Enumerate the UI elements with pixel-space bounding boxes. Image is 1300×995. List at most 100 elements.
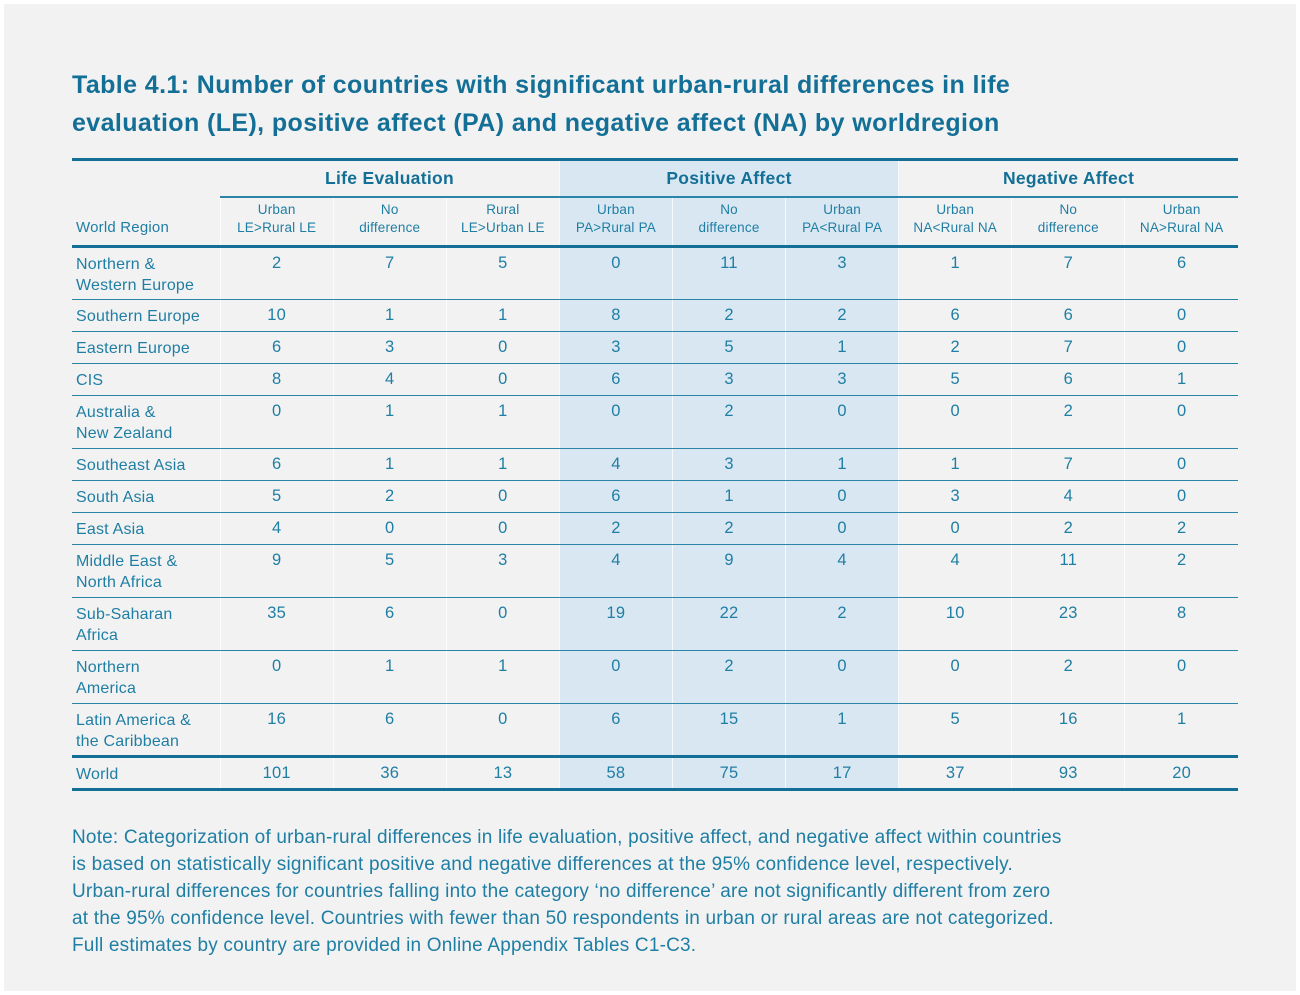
table-4-1: Life Evaluation Positive Affect Negative… bbox=[72, 158, 1238, 791]
value-cell: 5 bbox=[332, 544, 447, 598]
value-cell: 6 bbox=[332, 703, 447, 757]
value-cell: 6 bbox=[1011, 299, 1125, 332]
table-row: Latin America & the Caribbean 16 6 0 6 1… bbox=[72, 703, 1238, 757]
value-cell: 1 bbox=[445, 299, 560, 332]
value-cell: 0 bbox=[445, 512, 560, 545]
value-cell: 6 bbox=[219, 331, 334, 364]
value-cell: 7 bbox=[1011, 331, 1125, 364]
value-cell: 3 bbox=[785, 363, 899, 396]
table-note: Note: Categorization of urban-rural diff… bbox=[72, 827, 1062, 956]
value-cell: 37 bbox=[898, 755, 1012, 791]
value-cell: 3 bbox=[898, 480, 1012, 513]
value-cell: 6 bbox=[558, 363, 673, 396]
value-cell: 2 bbox=[1011, 395, 1125, 449]
group-header-negative-affect: Negative Affect bbox=[898, 158, 1238, 198]
value-cell: 0 bbox=[332, 512, 447, 545]
region-cell: Northern & Western Europe bbox=[72, 246, 221, 300]
value-cell: 1 bbox=[332, 299, 447, 332]
region-cell: Northern America bbox=[72, 650, 221, 704]
value-cell: 3 bbox=[785, 246, 899, 300]
table-row: CIS 8 4 0 6 3 3 5 6 1 bbox=[72, 363, 1238, 396]
value-cell: 2 bbox=[1011, 512, 1125, 545]
value-cell: 4 bbox=[1011, 480, 1125, 513]
value-cell: 0 bbox=[558, 650, 673, 704]
value-cell: 75 bbox=[671, 755, 786, 791]
column-header: Urban PA>Rural PA bbox=[558, 196, 673, 248]
value-cell: 5 bbox=[219, 480, 334, 513]
value-cell: 4 bbox=[785, 544, 899, 598]
column-header: Urban LE>Rural LE bbox=[219, 196, 334, 248]
value-cell: 0 bbox=[785, 395, 899, 449]
value-cell: 2 bbox=[1124, 544, 1238, 598]
value-cell: 10 bbox=[219, 299, 334, 332]
table-row: East Asia 4 0 0 2 2 0 0 2 2 bbox=[72, 512, 1238, 545]
value-cell: 19 bbox=[558, 597, 673, 651]
value-cell: 9 bbox=[219, 544, 334, 598]
column-header: Urban PA<Rural PA bbox=[785, 196, 899, 248]
table-title: Table 4.1: Number of countries with sign… bbox=[72, 71, 1011, 137]
value-cell: 0 bbox=[445, 331, 560, 364]
value-cell: 5 bbox=[445, 246, 560, 300]
table-row-world-total: World 101 36 13 58 75 17 37 93 20 bbox=[72, 755, 1238, 791]
value-cell: 8 bbox=[219, 363, 334, 396]
value-cell: 0 bbox=[785, 650, 899, 704]
value-cell: 58 bbox=[558, 755, 673, 791]
value-cell: 6 bbox=[898, 299, 1012, 332]
column-header: Urban NA<Rural NA bbox=[898, 196, 1012, 248]
value-cell: 8 bbox=[1124, 597, 1238, 651]
region-cell: World bbox=[72, 755, 221, 791]
region-cell: South Asia bbox=[72, 480, 221, 513]
value-cell: 6 bbox=[219, 448, 334, 481]
value-cell: 1 bbox=[785, 331, 899, 364]
value-cell: 0 bbox=[1124, 480, 1238, 513]
value-cell: 16 bbox=[1011, 703, 1125, 757]
group-header-row: Life Evaluation Positive Affect Negative… bbox=[72, 158, 1238, 198]
value-cell: 1 bbox=[445, 395, 560, 449]
value-cell: 0 bbox=[1124, 650, 1238, 704]
region-cell: Eastern Europe bbox=[72, 331, 221, 364]
value-cell: 7 bbox=[332, 246, 447, 300]
value-cell: 3 bbox=[445, 544, 560, 598]
value-cell: 1 bbox=[785, 703, 899, 757]
value-cell: 1 bbox=[671, 480, 786, 513]
value-cell: 4 bbox=[898, 544, 1012, 598]
value-cell: 6 bbox=[558, 480, 673, 513]
value-cell: 36 bbox=[332, 755, 447, 791]
value-cell: 4 bbox=[558, 448, 673, 481]
value-cell: 5 bbox=[671, 331, 786, 364]
value-cell: 13 bbox=[445, 755, 560, 791]
value-cell: 0 bbox=[1124, 299, 1238, 332]
column-header: No difference bbox=[671, 196, 786, 248]
value-cell: 23 bbox=[1011, 597, 1125, 651]
value-cell: 0 bbox=[558, 246, 673, 300]
value-cell: 1 bbox=[898, 246, 1012, 300]
value-cell: 5 bbox=[898, 703, 1012, 757]
value-cell: 0 bbox=[1124, 331, 1238, 364]
value-cell: 4 bbox=[219, 512, 334, 545]
value-cell: 15 bbox=[671, 703, 786, 757]
value-cell: 0 bbox=[445, 703, 560, 757]
value-cell: 4 bbox=[558, 544, 673, 598]
value-cell: 1 bbox=[445, 650, 560, 704]
value-cell: 17 bbox=[785, 755, 899, 791]
value-cell: 0 bbox=[898, 650, 1012, 704]
table-row: Eastern Europe 6 3 0 3 5 1 2 7 0 bbox=[72, 331, 1238, 364]
value-cell: 7 bbox=[1011, 246, 1125, 300]
value-cell: 2 bbox=[1011, 650, 1125, 704]
value-cell: 20 bbox=[1124, 755, 1238, 791]
value-cell: 1 bbox=[898, 448, 1012, 481]
column-header-row: World Region Urban LE>Rural LE No differ… bbox=[72, 196, 1238, 248]
value-cell: 0 bbox=[445, 480, 560, 513]
column-header: Rural LE>Urban LE bbox=[445, 196, 560, 248]
region-cell: Southeast Asia bbox=[72, 448, 221, 481]
value-cell: 2 bbox=[671, 299, 786, 332]
value-cell: 2 bbox=[785, 597, 899, 651]
region-cell: Middle East & North Africa bbox=[72, 544, 221, 598]
table-row: South Asia 5 2 0 6 1 0 3 4 0 bbox=[72, 480, 1238, 513]
value-cell: 3 bbox=[671, 448, 786, 481]
value-cell: 0 bbox=[1124, 395, 1238, 449]
value-cell: 9 bbox=[671, 544, 786, 598]
value-cell: 1 bbox=[785, 448, 899, 481]
region-cell: Australia & New Zealand bbox=[72, 395, 221, 449]
value-cell: 2 bbox=[898, 331, 1012, 364]
